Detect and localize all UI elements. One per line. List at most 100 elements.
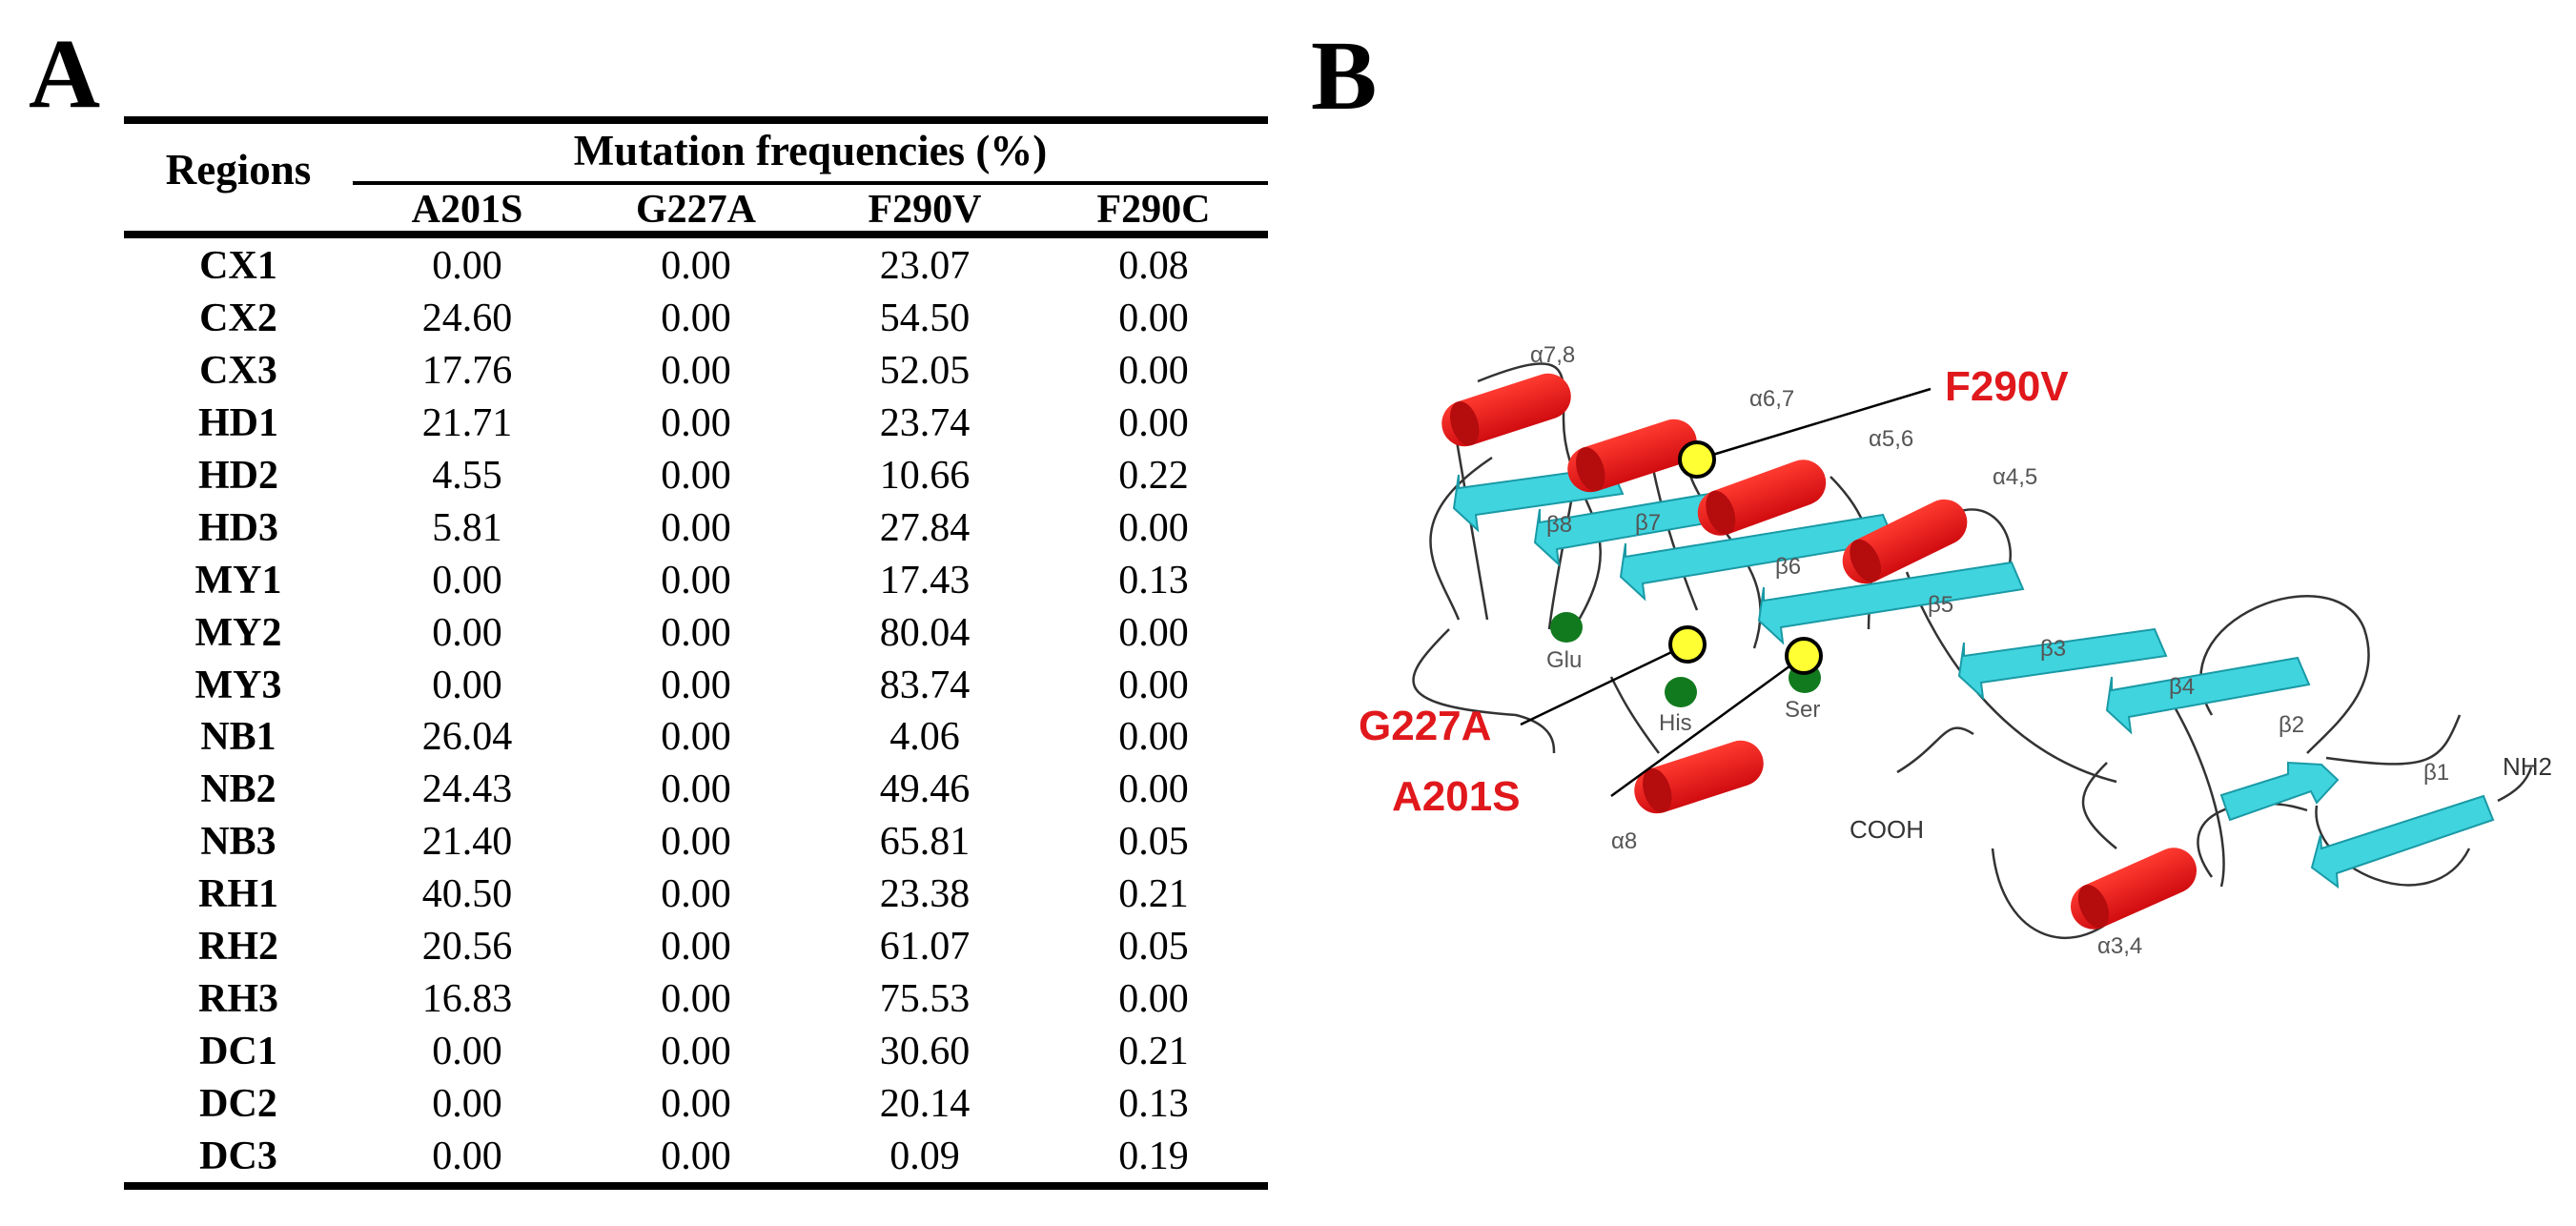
mutation-leader-lines <box>1520 387 1932 798</box>
frequency-cell: 0.13 <box>1118 1081 1189 1126</box>
region-cell: DC1 <box>199 1029 277 1073</box>
beta-strand-b4 <box>2105 656 2311 735</box>
region-cell: RH3 <box>198 976 278 1021</box>
column-header: A201S <box>411 188 523 232</box>
frequency-cell: 0.00 <box>432 610 502 655</box>
his-label: His <box>1659 710 1692 736</box>
frequency-cell: 23.74 <box>879 401 971 446</box>
group-header-rule <box>353 181 1268 185</box>
region-cell: NB2 <box>200 767 276 812</box>
frequency-cell: 0.00 <box>661 1134 731 1178</box>
table-bottom-rule <box>124 1182 1268 1190</box>
table-row: CX2 24.60 0.00 54.50 0.00 <box>124 293 1268 345</box>
mutation-frequencies-header: Mutation frequencies (%) <box>573 127 1048 174</box>
header-bottom-rule <box>124 231 1268 238</box>
f290v-leader <box>1696 387 1932 461</box>
table-body: CX1 0.00 0.00 23.07 0.08 CX2 24.60 0.00 54.50 0.0… <box>124 240 1268 1182</box>
value-cells: 0.00 0.00 30.60 0.21 <box>353 1029 1268 1074</box>
table-row: CX1 0.00 0.00 23.07 0.08 <box>124 240 1268 293</box>
beta-strands <box>1452 465 2495 889</box>
glu-label: Glu <box>1546 647 1582 673</box>
frequency-cell: 0.05 <box>1118 820 1189 865</box>
value-cells: 0.00 0.00 23.07 0.08 <box>353 243 1268 289</box>
beta-strand-b2 <box>2219 761 2340 822</box>
column-header: G227A <box>636 188 756 232</box>
loop <box>1477 362 1602 630</box>
frequency-cell: 17.76 <box>421 349 513 394</box>
alpha-helix-a67 <box>1567 419 1697 493</box>
value-cells: 0.00 0.00 17.43 0.13 <box>353 558 1268 603</box>
beta-strand-b3 <box>1957 627 2168 701</box>
strand-label-b2: β2 <box>2279 712 2304 738</box>
value-cells: 0.00 0.00 83.74 0.00 <box>353 663 1268 708</box>
value-cells: 20.56 0.00 61.07 0.05 <box>353 924 1268 970</box>
value-cells: 24.60 0.00 54.50 0.00 <box>353 296 1268 341</box>
frequency-cell: 0.00 <box>661 820 731 865</box>
frequency-cell: 4.06 <box>889 715 960 760</box>
mutation-sites <box>1668 440 1823 675</box>
frequency-cell: 0.00 <box>1118 976 1189 1021</box>
frequency-cell: 0.00 <box>661 558 731 603</box>
topology-diagram: F290V G227A A201S α7,8 α6,7 α5,6 α4,5 α8… <box>1359 342 2552 959</box>
frequency-cell: 27.84 <box>879 505 971 550</box>
frequency-cell: 0.00 <box>661 505 731 550</box>
region-cell: CX3 <box>199 349 277 394</box>
frequency-cell: 0.00 <box>1118 767 1189 812</box>
frequency-cell: 5.81 <box>432 505 502 550</box>
region-cell: RH1 <box>198 872 278 917</box>
value-cells: 26.04 0.00 4.06 0.00 <box>353 714 1268 760</box>
region-cell: HD1 <box>198 401 278 446</box>
f290v-site-marker <box>1678 440 1716 479</box>
frequency-cell: 0.00 <box>661 872 731 917</box>
table-row: MY3 0.00 0.00 83.74 0.00 <box>124 659 1268 711</box>
column-header: F290C <box>1096 188 1211 232</box>
glu-residue-dot <box>1550 612 1583 643</box>
table-row: RH1 40.50 0.00 23.38 0.21 <box>124 868 1268 921</box>
a201s-site-marker <box>1785 637 1823 675</box>
helix-label-a78: α7,8 <box>1530 342 1575 368</box>
frequency-cell: 0.00 <box>661 715 731 760</box>
region-cell: NB3 <box>200 820 276 865</box>
frequency-cell: 83.74 <box>879 663 971 707</box>
a201s-leader <box>1610 654 1805 798</box>
frequency-cell: 0.00 <box>1118 296 1189 341</box>
his-residue-dot <box>1665 677 1697 707</box>
table-row: CX3 17.76 0.00 52.05 0.00 <box>124 345 1268 398</box>
strand-label-b8: β8 <box>1546 512 1572 538</box>
frequency-cell: 0.19 <box>1118 1134 1189 1178</box>
alpha-helix-a56 <box>1697 460 1827 536</box>
helix-end <box>1450 400 1480 446</box>
panel-b-label: B <box>1311 21 1378 131</box>
frequency-cell: 0.09 <box>889 1134 960 1178</box>
frequency-cell: 0.00 <box>432 558 502 603</box>
table-row: RH2 20.56 0.00 61.07 0.05 <box>124 921 1268 973</box>
loop <box>2315 805 2471 887</box>
frequency-cell: 20.56 <box>421 925 513 970</box>
frequency-cell: 65.81 <box>879 820 971 865</box>
loop <box>2325 714 2462 766</box>
helix-label-a34: α3,4 <box>2097 933 2142 959</box>
g227a-label: G227A <box>1359 703 1491 749</box>
value-cells: 0.00 0.00 80.04 0.00 <box>353 610 1268 656</box>
frequency-cell: 0.00 <box>661 454 731 498</box>
frequency-cell: 26.04 <box>421 715 513 760</box>
value-cells: 21.40 0.00 65.81 0.05 <box>353 819 1268 865</box>
frequency-cell: 20.14 <box>879 1081 971 1126</box>
region-cell: DC2 <box>199 1081 277 1126</box>
helix-end <box>1706 490 1736 535</box>
value-cells: 0.00 0.00 20.14 0.13 <box>353 1081 1268 1127</box>
frequency-cell: 75.53 <box>879 976 971 1021</box>
frequency-cell: 0.00 <box>661 244 731 289</box>
frequency-cell: 0.21 <box>1118 1029 1189 1073</box>
frequency-cell: 0.05 <box>1118 925 1189 970</box>
frequency-cell: 30.60 <box>879 1029 971 1073</box>
frequency-cell: 16.83 <box>421 976 513 1021</box>
frequency-cell: 23.07 <box>879 244 971 289</box>
frequency-cell: 4.55 <box>432 454 502 498</box>
loop <box>2197 802 2308 878</box>
region-cell: MY3 <box>194 663 282 707</box>
value-cells: 17.76 0.00 52.05 0.00 <box>353 348 1268 394</box>
helix-label-a56: α5,6 <box>1869 426 1913 452</box>
region-cell: MY1 <box>194 558 282 603</box>
frequency-cell: 49.46 <box>879 767 971 812</box>
